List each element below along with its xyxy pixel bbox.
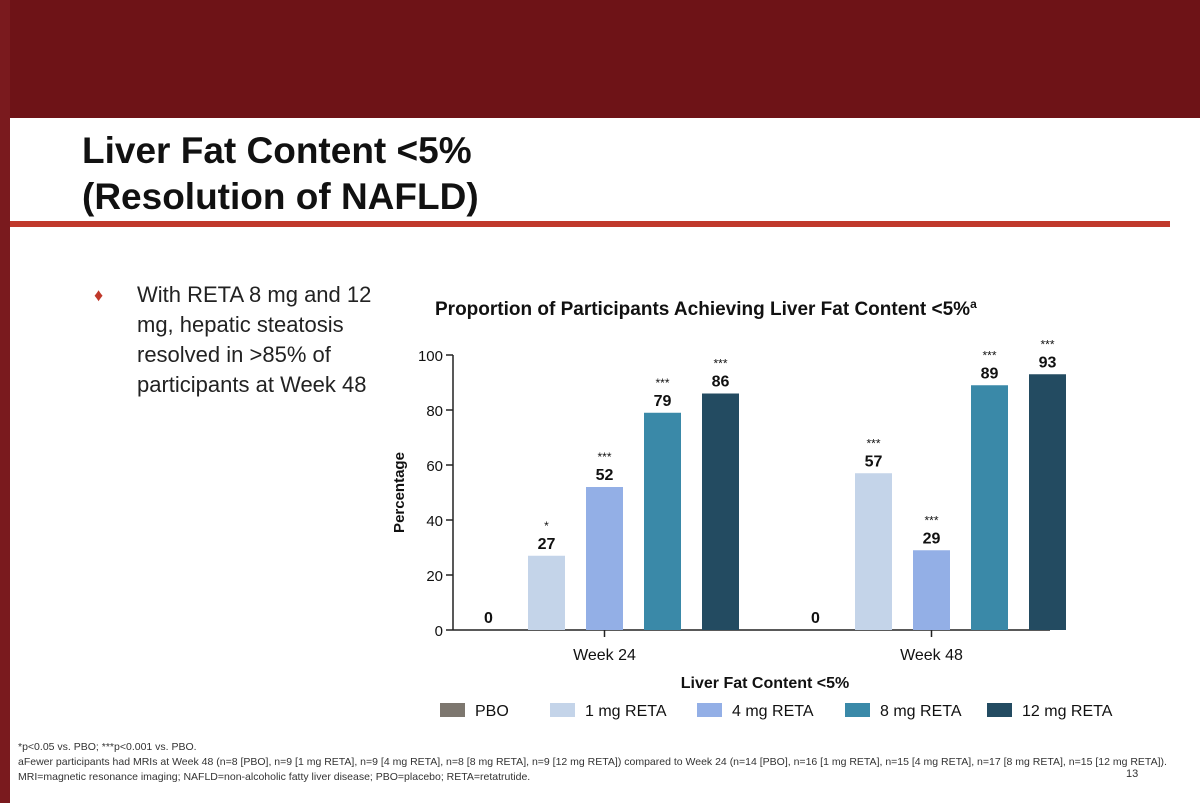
- bar-1-mg-reta: [528, 555, 565, 630]
- data-label: 52: [596, 467, 614, 484]
- bar-1-mg-reta: [855, 473, 892, 630]
- data-label: 29: [923, 530, 941, 547]
- page-number: 13: [1126, 768, 1139, 780]
- y-tick-label: 20: [426, 568, 443, 585]
- y-tick-label: 0: [435, 623, 443, 640]
- bar-chart: Proportion of Participants Achieving Liv…: [391, 297, 1113, 720]
- y-tick-label: 100: [418, 348, 443, 365]
- footnote-significance: *p<0.05 vs. PBO; ***p<0.001 vs. PBO.: [18, 741, 197, 753]
- significance-marker: ***: [655, 376, 669, 390]
- legend-label: 4 mg RETA: [732, 703, 814, 720]
- legend-swatch: [550, 703, 575, 717]
- chart-title: Proportion of Participants Achieving Liv…: [435, 297, 977, 320]
- significance-marker: ***: [982, 348, 996, 362]
- legend-label: 8 mg RETA: [880, 703, 962, 720]
- legend-swatch: [845, 703, 870, 717]
- slide-title: Liver Fat Content <5% (Resolution of NAF…: [82, 128, 479, 220]
- legend-swatch: [697, 703, 722, 717]
- x-tick-label: Week 48: [900, 647, 963, 664]
- data-label: 0: [811, 610, 820, 627]
- title-divider: [10, 221, 1170, 227]
- significance-marker: ***: [1040, 337, 1054, 351]
- data-label: 79: [654, 393, 672, 410]
- significance-marker: ***: [597, 450, 611, 464]
- bar-4-mg-reta: [586, 487, 623, 630]
- significance-marker: ***: [924, 513, 938, 527]
- bar-12-mg-reta: [1029, 374, 1066, 630]
- bar-8-mg-reta: [971, 385, 1008, 630]
- legend-swatch: [987, 703, 1012, 717]
- significance-marker: ***: [866, 436, 880, 450]
- significance-marker: *: [544, 519, 549, 533]
- data-label: 0: [484, 610, 493, 627]
- diamond-bullet-icon: ♦: [94, 285, 104, 305]
- x-axis-label: Liver Fat Content <5%: [681, 675, 849, 692]
- data-label: 57: [865, 453, 883, 470]
- y-tick-label: 60: [426, 458, 443, 475]
- bullet-text: With RETA 8 mg and 12 mg, hepatic steato…: [137, 282, 372, 397]
- footnote-abbreviations: aFewer participants had MRIs at Week 48 …: [18, 756, 1167, 783]
- y-tick-label: 40: [426, 513, 443, 530]
- significance-marker: ***: [713, 357, 727, 371]
- legend-label: PBO: [475, 703, 509, 720]
- bar-12-mg-reta: [702, 393, 739, 630]
- footnotes: *p<0.05 vs. PBO; ***p<0.001 vs. PBO. aFe…: [18, 740, 1178, 785]
- legend-swatch: [440, 703, 465, 717]
- legend-label: 12 mg RETA: [1022, 703, 1113, 720]
- bar-4-mg-reta: [913, 550, 950, 630]
- data-label: 86: [712, 374, 730, 391]
- bar-8-mg-reta: [644, 412, 681, 630]
- y-axis-label: Percentage: [391, 452, 408, 533]
- data-label: 27: [538, 536, 556, 553]
- legend-label: 1 mg RETA: [585, 703, 667, 720]
- header-bar: [0, 0, 1200, 118]
- data-label: 93: [1039, 354, 1057, 371]
- x-tick-label: Week 24: [573, 647, 636, 664]
- title-line-2: (Resolution of NAFLD): [82, 176, 479, 217]
- title-line-1: Liver Fat Content <5%: [82, 130, 472, 171]
- y-tick-label: 80: [426, 403, 443, 420]
- left-border: [0, 0, 10, 803]
- data-label: 89: [981, 365, 999, 382]
